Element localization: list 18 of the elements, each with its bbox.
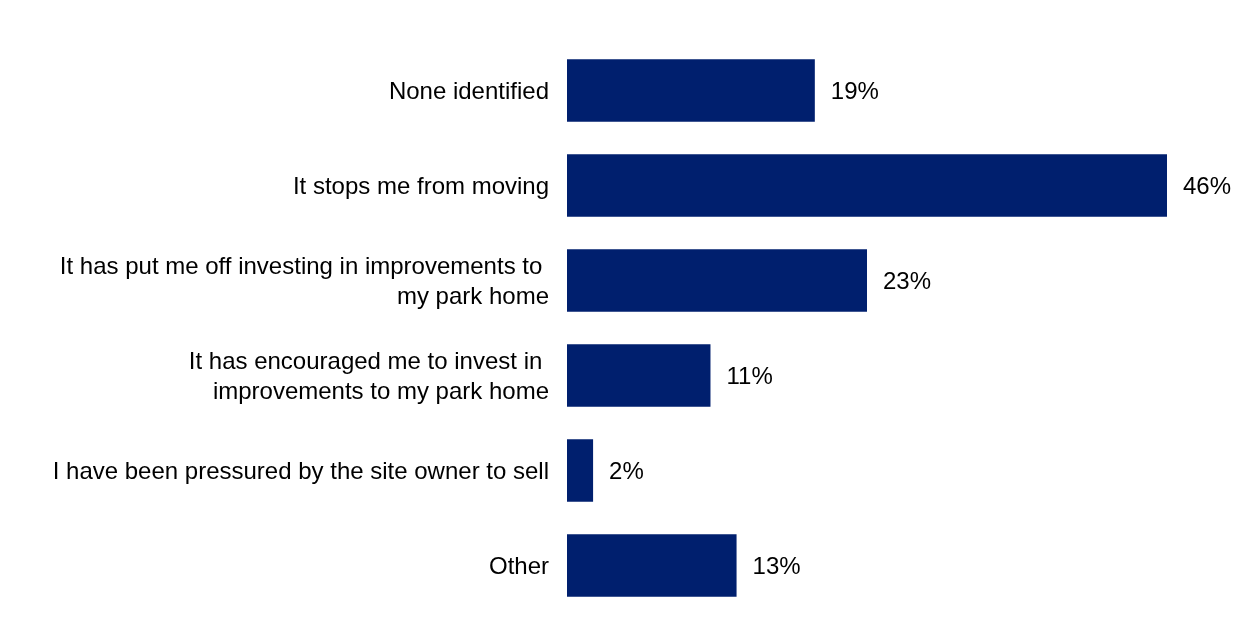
data-label: 11% (726, 362, 773, 389)
data-label: 46% (1183, 172, 1232, 199)
y-tick-label: None identified (388, 77, 549, 104)
y-tick-label: Other (488, 552, 549, 579)
bar (567, 439, 594, 502)
y-tick-label: I have been pressured by the site owner to sell (52, 457, 549, 484)
bar (567, 154, 1167, 217)
data-label: 2% (609, 457, 644, 484)
bar (567, 249, 867, 312)
y-tick-label: It has encouraged me to invest in improvements to my park home (188, 347, 549, 404)
bar (567, 344, 711, 407)
data-label: 19% (830, 77, 879, 104)
y-tick-label: It has put me off investing in improvements to my park home (59, 252, 549, 309)
bar (567, 534, 737, 597)
bar (567, 59, 815, 122)
y-tick-label: It stops me from moving (292, 172, 549, 199)
data-label: 13% (752, 552, 801, 579)
data-label: 23% (883, 267, 932, 294)
